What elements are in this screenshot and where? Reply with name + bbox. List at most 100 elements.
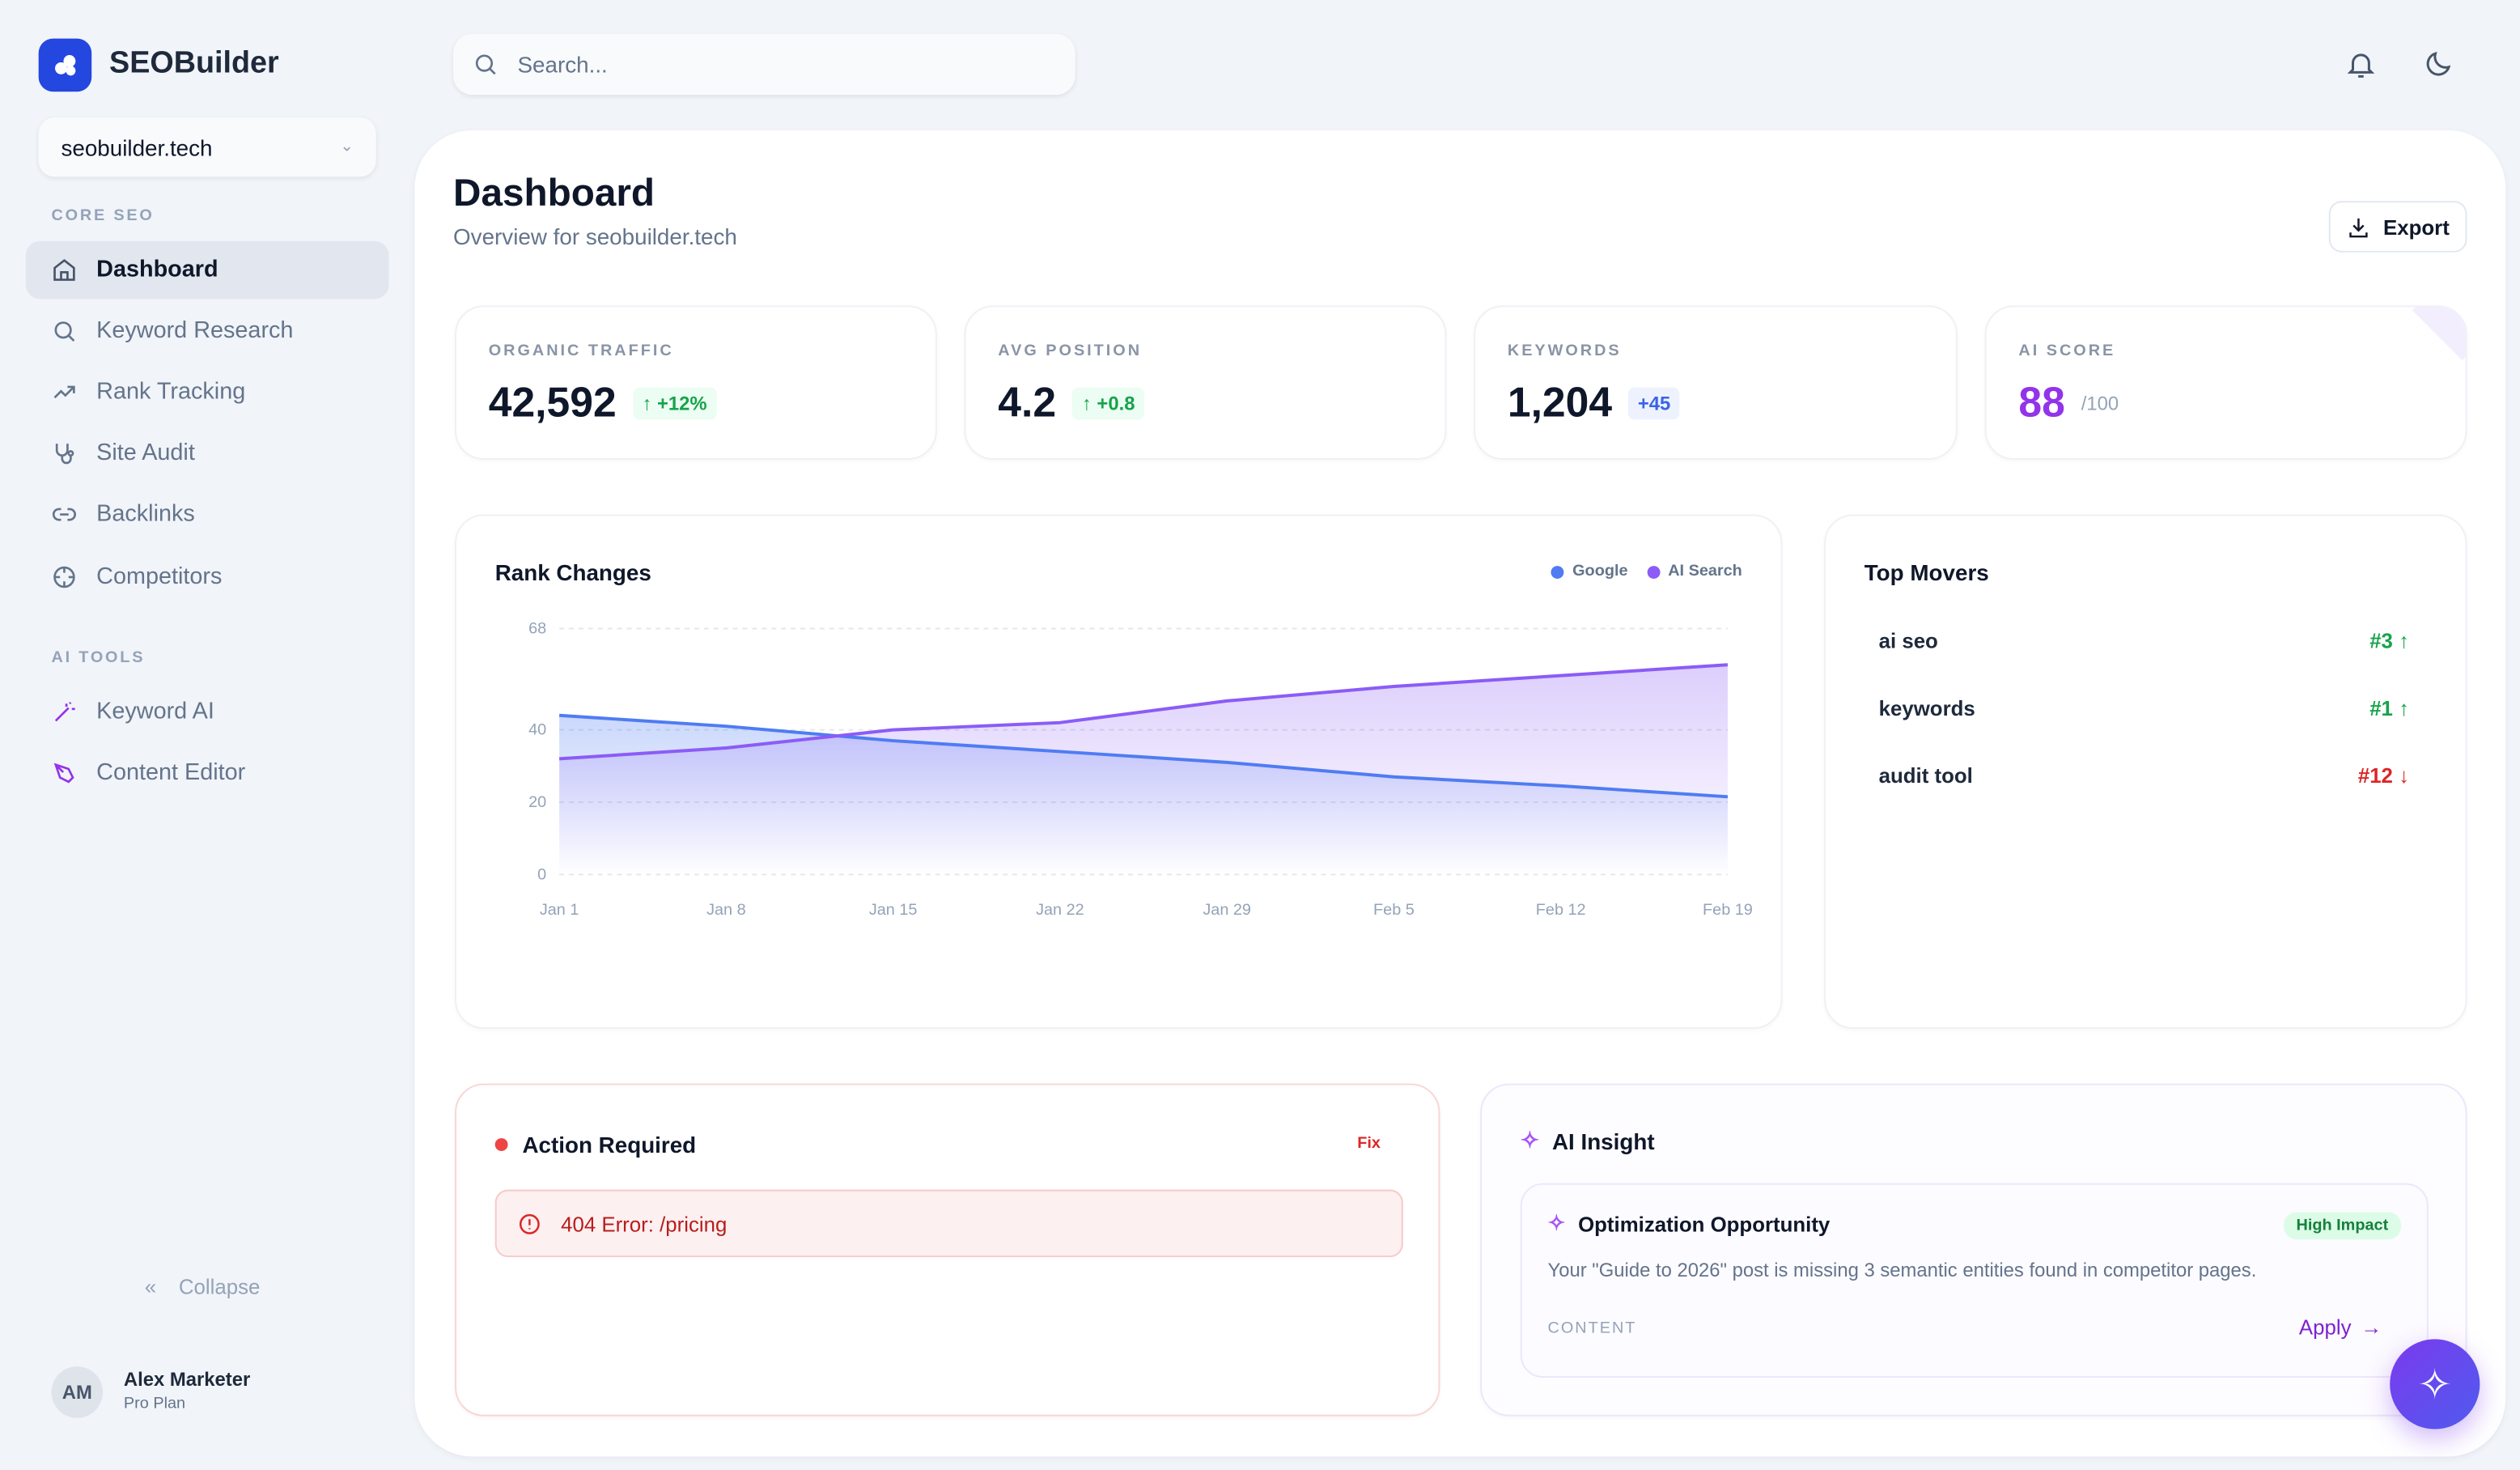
x-tick-label: Feb 19 <box>1703 901 1753 919</box>
sidebar-item-keyword-research[interactable]: Keyword Research <box>26 302 389 359</box>
page-subtitle: Overview for seobuilder.tech <box>453 223 737 249</box>
sidebar-item-rank-tracking[interactable]: Rank Tracking <box>26 363 389 421</box>
sparkles-icon: ✧ <box>2417 1359 2453 1408</box>
y-tick-label: 0 <box>537 865 546 883</box>
stat-value: 42,592 <box>488 377 617 427</box>
x-tick-label: Jan 22 <box>1036 901 1084 919</box>
x-tick-label: Jan 29 <box>1203 901 1251 919</box>
main-panel: Dashboard Overview for seobuilder.tech E… <box>414 130 2506 1457</box>
insight-card-title: Optimization Opportunity <box>1578 1211 1831 1236</box>
sidebar-item-competitors[interactable]: Competitors <box>26 548 389 605</box>
link-icon <box>52 508 76 521</box>
error-text: 404 Error: /pricing <box>561 1211 728 1236</box>
ai-assistant-button[interactable]: ✧ <box>2390 1339 2480 1430</box>
arrow-right-icon: → <box>2361 1315 2382 1340</box>
stat-delta: ↑ +0.8 <box>1071 386 1145 419</box>
stat-label: AI SCORE <box>2018 342 2116 360</box>
error-item[interactable]: 404 Error: /pricing <box>494 1189 1403 1258</box>
search-input[interactable]: Search... <box>453 33 1075 96</box>
x-tick-label: Feb 5 <box>1373 901 1415 919</box>
sparkles-icon: ✧ <box>1547 1210 1566 1235</box>
nav-label: Content Editor <box>96 760 246 787</box>
sidebar-item-dashboard[interactable]: Dashboard <box>25 240 389 300</box>
app-name: SEOBuilder <box>109 46 279 81</box>
line-google <box>558 713 1729 799</box>
insight-text: Your "Guide to 2026" post is missing 3 s… <box>1547 1259 2257 1281</box>
stethoscope-icon <box>55 444 74 465</box>
chevron-down-icon: ⌄ <box>340 138 354 156</box>
apply-button[interactable]: Apply → <box>2299 1315 2382 1340</box>
y-tick-label: 40 <box>528 721 546 739</box>
insight-title: AI Insight <box>1551 1128 1655 1153</box>
x-tick-label: Feb 12 <box>1536 901 1586 919</box>
impact-badge: High Impact <box>2283 1212 2402 1240</box>
stat-delta: +45 <box>1627 386 1681 419</box>
search-placeholder: Search... <box>517 51 608 78</box>
site-selector[interactable]: seobuilder.tech ⌄ <box>38 117 376 177</box>
rank-changes-card: Rank Changes Google AI Search 0 20 40 68 Jan… <box>455 514 1783 1030</box>
user-plan: Pro Plan <box>123 1395 186 1413</box>
mover-rank: #12 ↓ <box>2357 763 2410 788</box>
insight-item: ✧ Optimization Opportunity High Impact Yo… <box>1520 1183 2429 1379</box>
list-item[interactable]: ai seo #3 ↑ <box>1879 629 2409 653</box>
legend-label: Google <box>1572 563 1628 580</box>
nav-label: Keyword AI <box>96 699 214 725</box>
crosshair-icon <box>53 566 75 588</box>
sidebar-item-backlinks[interactable]: Backlinks <box>26 486 389 543</box>
search-icon <box>475 54 496 75</box>
sidebar-item-content-editor[interactable]: Content Editor <box>26 745 389 802</box>
action-title: Action Required <box>522 1132 697 1158</box>
app-logo <box>38 38 92 92</box>
ai-insight-card: ✧ AI Insight ✧ Optimization Opportunity Hi… <box>1480 1083 2467 1417</box>
nav-label: Dashboard <box>96 257 218 283</box>
export-label: Export <box>2383 215 2450 239</box>
stat-max: /100 <box>2081 391 2119 414</box>
stat-value: 1,204 <box>1507 377 1613 427</box>
section-label-ai: AI TOOLS <box>51 649 146 668</box>
sidebar-item-site-audit[interactable]: Site Audit <box>26 424 389 482</box>
sidebar-item-keyword-ai[interactable]: Keyword AI <box>26 683 389 741</box>
mover-keyword: keywords <box>1878 695 1975 720</box>
trending-up-icon <box>53 385 75 399</box>
avatar[interactable]: AM <box>51 1366 104 1418</box>
export-button[interactable]: Export <box>2328 201 2467 253</box>
page-title: Dashboard <box>453 172 655 216</box>
chart-legend: Google AI Search <box>1551 563 1742 580</box>
action-required-card: Action Required Fix 404 Error: /pricing <box>455 1083 1440 1417</box>
nav-label: Competitors <box>96 564 223 590</box>
x-tick-label: Jan 1 <box>540 901 579 919</box>
stat-card-organic-traffic: ORGANIC TRAFFIC 42,592 ↑ +12% <box>455 305 937 460</box>
stat-value: 4.2 <box>998 377 1057 427</box>
nav-label: Rank Tracking <box>96 379 246 406</box>
top-movers-title: Top Movers <box>1864 559 1989 585</box>
sparkles-icon: ✧ <box>1520 1127 1540 1153</box>
magic-wand-icon <box>54 701 75 722</box>
pen-tool-icon <box>53 763 74 784</box>
alert-dot-icon <box>494 1138 508 1151</box>
collapse-button[interactable]: « Collapse <box>145 1275 261 1299</box>
list-item[interactable]: audit tool #12 ↓ <box>1879 763 2409 788</box>
moon-icon[interactable] <box>2422 49 2454 81</box>
legend-ai-search: AI Search <box>1647 563 1742 580</box>
list-item[interactable]: keywords #1 ↑ <box>1879 696 2409 720</box>
top-movers-card: Top Movers ai seo #3 ↑ keywords #1 ↑ audit… <box>1824 514 2467 1030</box>
home-icon <box>53 259 75 281</box>
y-tick-label: 20 <box>528 793 546 811</box>
stat-value: 88 <box>2018 377 2065 427</box>
x-tick-label: Jan 15 <box>869 901 918 919</box>
download-icon <box>2349 217 2368 237</box>
y-tick-label: 68 <box>528 619 546 637</box>
stat-label: KEYWORDS <box>1507 342 1622 360</box>
search-icon <box>54 321 75 342</box>
nav-label: Keyword Research <box>96 318 294 345</box>
nav-label: Backlinks <box>96 501 195 528</box>
mover-rank: #3 ↑ <box>2369 628 2410 653</box>
section-label-core: CORE SEO <box>51 207 155 226</box>
insight-category: CONTENT <box>1547 1319 1637 1338</box>
fix-button[interactable]: Fix <box>1357 1135 1381 1153</box>
bell-icon[interactable] <box>2345 49 2378 81</box>
stat-delta: ↑ +12% <box>632 386 717 419</box>
apply-label: Apply <box>2298 1315 2352 1340</box>
stat-label: ORGANIC TRAFFIC <box>488 342 674 360</box>
legend-google: Google <box>1551 563 1628 580</box>
